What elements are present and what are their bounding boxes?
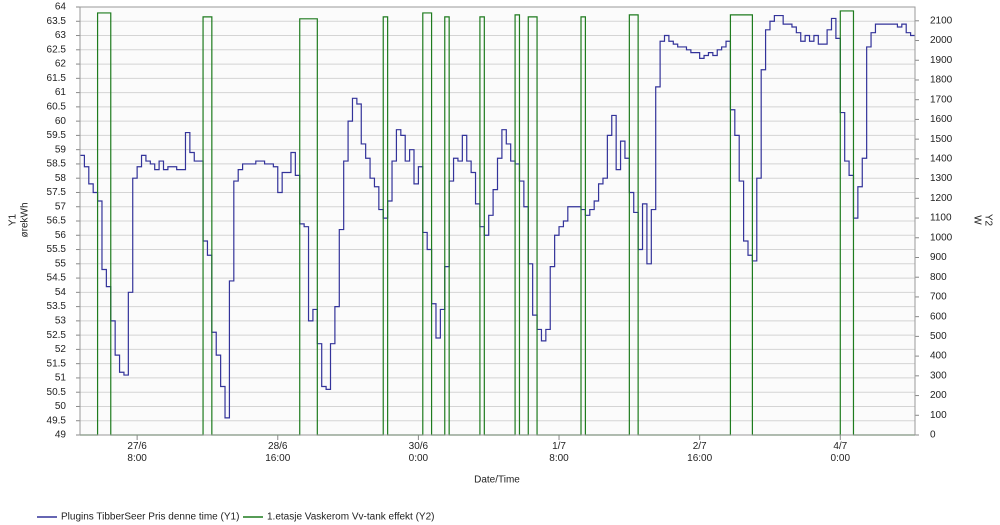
y2-axis-label: Y2 xyxy=(982,214,993,227)
y2-tick-label: 500 xyxy=(930,331,947,342)
y2-tick-label: 900 xyxy=(930,252,947,263)
y2-tick-label: 1800 xyxy=(930,75,953,86)
y-tick-label: 53 xyxy=(55,316,67,327)
y-tick-label: 54 xyxy=(55,287,67,298)
y2-tick-label: 600 xyxy=(930,311,947,322)
y-tick-label: 58.5 xyxy=(47,159,67,170)
y2-tick-label: 1700 xyxy=(930,94,953,105)
y2-tick-label: 0 xyxy=(930,430,936,441)
y2-tick-label: 1500 xyxy=(930,134,953,145)
y2-tick-label: 1900 xyxy=(930,55,953,66)
y-tick-label: 53.5 xyxy=(47,301,67,312)
y-tick-label: 60 xyxy=(55,116,67,127)
y2-tick-label: 300 xyxy=(930,370,947,381)
y-tick-label: 51.5 xyxy=(47,358,67,369)
y-tick-label: 61.5 xyxy=(47,73,67,84)
x-tick-label: 27/6 8:00 xyxy=(127,441,147,464)
y-tick-label: 54.5 xyxy=(47,273,67,284)
y2-tick-label: 1600 xyxy=(930,114,953,125)
y2-tick-label: 800 xyxy=(930,272,947,283)
x-tick-label: 1/7 8:00 xyxy=(549,441,569,464)
y-tick-label: 50.5 xyxy=(47,387,67,398)
y-tick-label: 62 xyxy=(55,59,67,70)
y-tick-label: 61 xyxy=(55,87,67,98)
y-tick-label: 52.5 xyxy=(47,330,67,341)
x-axis-label: Date/Time xyxy=(474,475,520,486)
y-tick-label: 60.5 xyxy=(47,102,67,113)
y-tick-label: 63 xyxy=(55,30,67,41)
y2-tick-label: 1300 xyxy=(930,173,953,184)
x-tick-label: 2/7 16:00 xyxy=(687,441,713,464)
y-tick-label: 62.5 xyxy=(47,44,67,55)
y-tick-label: 49.5 xyxy=(47,415,67,426)
y2-tick-label: 1200 xyxy=(930,193,953,204)
y2-tick-label: 1400 xyxy=(930,154,953,165)
legend-label: Plugins TibberSeer Pris denne time (Y1) xyxy=(61,512,239,523)
y2-tick-label: 100 xyxy=(930,410,947,421)
y-axis-label: ørekWh xyxy=(20,203,31,238)
y-tick-label: 57 xyxy=(55,201,67,212)
x-tick-label: 28/6 16:00 xyxy=(265,441,291,464)
y-tick-label: 57.5 xyxy=(47,187,67,198)
y2-tick-label: 2100 xyxy=(930,15,953,26)
y-tick-label: 56 xyxy=(55,230,67,241)
x-tick-label: 4/7 0:00 xyxy=(830,441,851,464)
plot-border xyxy=(79,6,916,436)
y-tick-label: 55.5 xyxy=(47,244,67,255)
y-tick-label: 64 xyxy=(55,2,67,13)
y-tick-label: 58 xyxy=(55,173,67,184)
y-axis-label: Y1 xyxy=(8,213,19,226)
y-tick-label: 50 xyxy=(55,401,67,412)
y2-tick-label: 700 xyxy=(930,292,947,303)
y-tick-label: 55 xyxy=(55,258,67,269)
y2-tick-label: 1100 xyxy=(930,213,952,224)
series-line xyxy=(80,14,915,419)
y2-tick-label: 2000 xyxy=(930,35,953,46)
y-tick-label: 63.5 xyxy=(47,16,67,27)
y2-tick-label: 1000 xyxy=(930,232,953,243)
x-tick-label: 30/6 0:00 xyxy=(408,441,429,464)
y-tick-label: 49 xyxy=(55,430,67,441)
y-tick-label: 59.5 xyxy=(47,130,67,141)
y-tick-label: 56.5 xyxy=(47,216,67,227)
y-tick-label: 59 xyxy=(55,144,67,155)
y-tick-label: 51 xyxy=(55,373,67,384)
y2-tick-label: 200 xyxy=(930,390,947,401)
legend-label: 1.etasje Vaskerom Vv-tank effekt (Y2) xyxy=(267,512,434,523)
y-tick-label: 52 xyxy=(55,344,67,355)
y2-axis-label: W xyxy=(971,215,982,225)
y2-tick-label: 400 xyxy=(930,351,947,362)
